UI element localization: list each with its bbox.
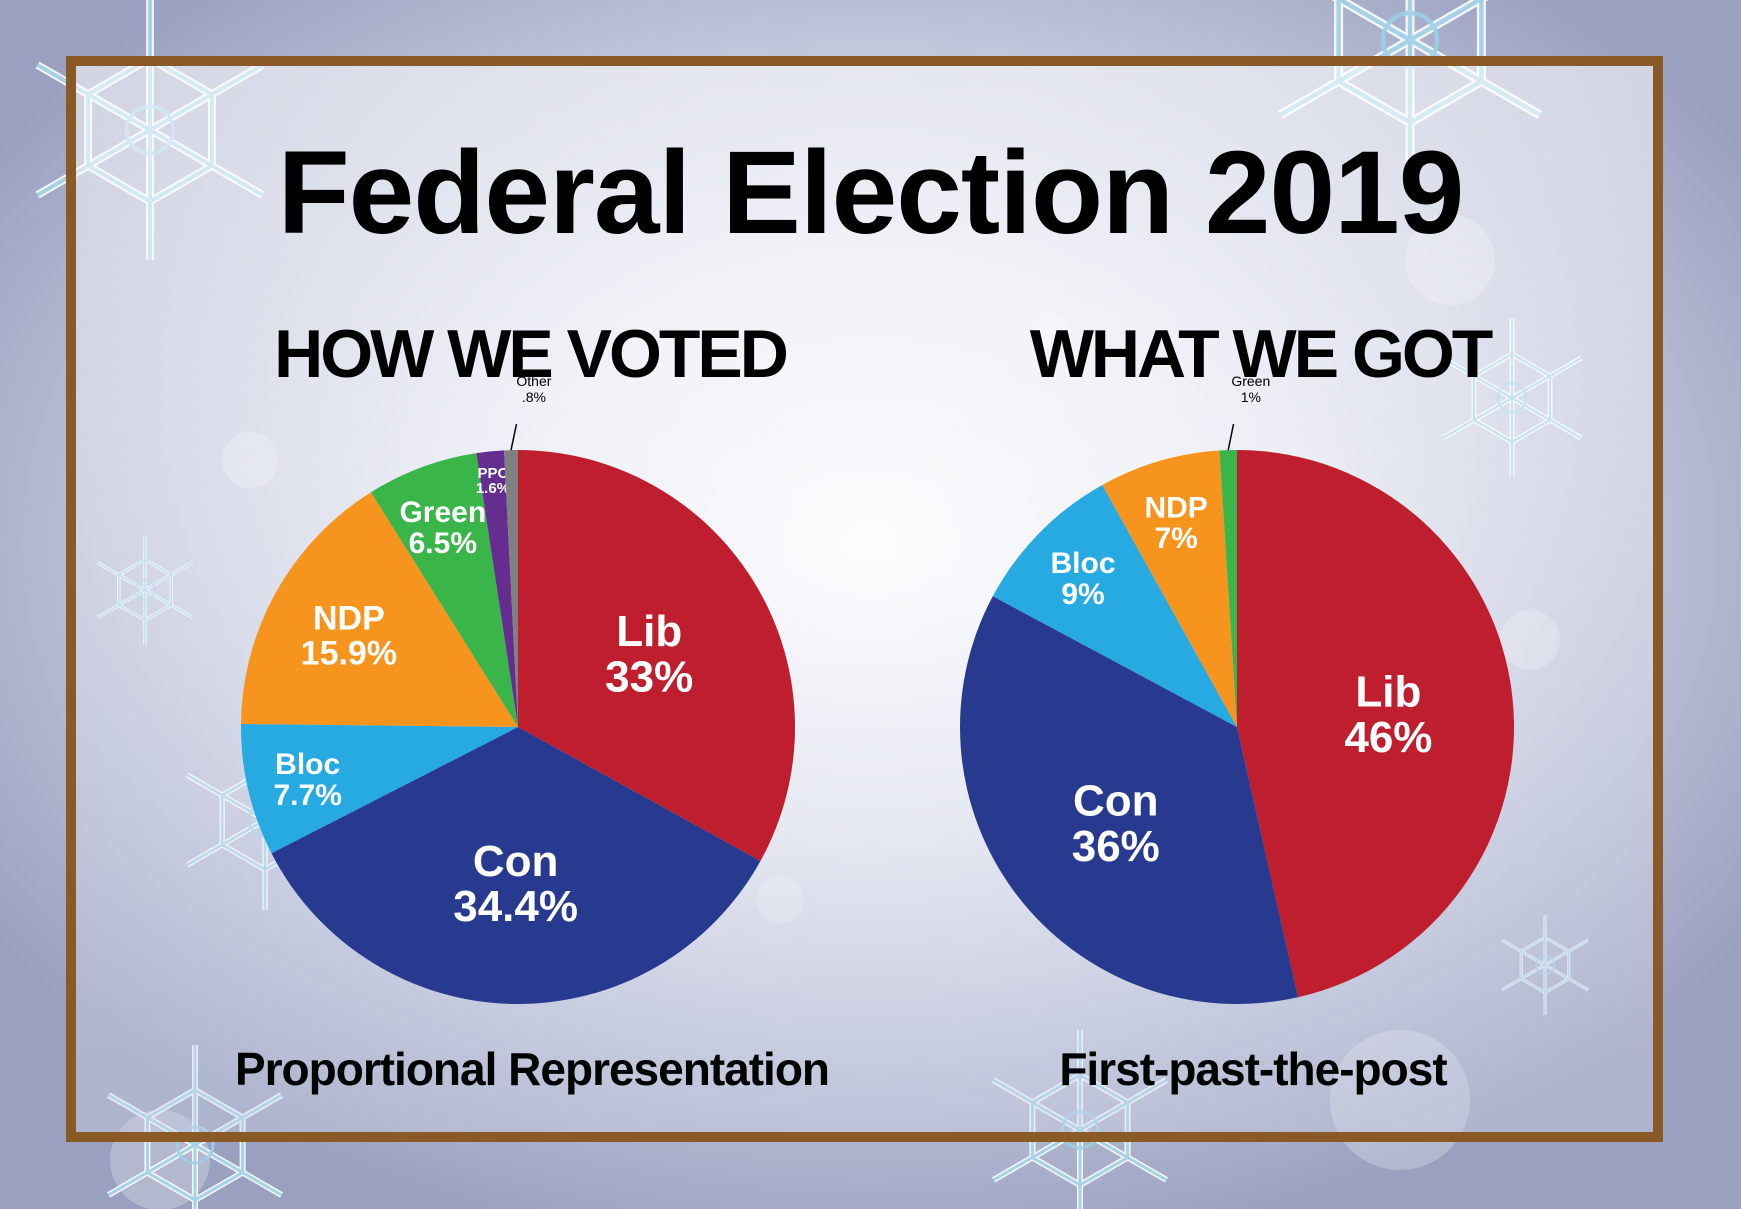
slice-name-label: Con (473, 837, 559, 886)
pie-slice-bloc (241, 723, 519, 854)
slice-value-label: 15.9% (301, 634, 397, 672)
slice-value-label: 7.7% (273, 779, 341, 812)
pie-slice-other (504, 450, 518, 727)
slice-value-label: .8% (522, 389, 546, 405)
leader-line (510, 423, 518, 451)
leader-line (1227, 424, 1235, 451)
slice-value-label: 7% (1154, 522, 1197, 555)
slice-value-label: 33% (605, 652, 693, 701)
slice-value-label: 6.5% (409, 527, 477, 560)
slice-name-label: NDP (1144, 491, 1207, 524)
slice-name-label: Lib (1355, 668, 1421, 717)
pie-slice-con (960, 596, 1299, 1004)
slice-name-label: Con (1073, 777, 1159, 826)
slice-name-label: Bloc (1051, 547, 1116, 580)
right-chart-heading: WHAT WE GOT (1029, 316, 1494, 392)
pie-slice-con (271, 727, 761, 1004)
left-chart-caption: Proportional Representation (234, 1043, 830, 1095)
slice-name-label: Lib (616, 607, 682, 656)
pie-slice-lib (518, 450, 796, 861)
pie-slice-lib (1237, 450, 1514, 998)
pie-slice-green (370, 453, 518, 727)
pie-slice-ndp (241, 492, 518, 727)
slice-value-label: 36% (1072, 822, 1160, 871)
slice-value-label: 1% (1241, 389, 1261, 405)
slice-name-label: Green (399, 496, 486, 529)
left-chart-heading: HOW WE VOTED (274, 316, 789, 392)
slice-name-label: NDP (313, 599, 385, 637)
pie-slice-green (1219, 450, 1237, 727)
slice-value-label: 9% (1061, 578, 1104, 611)
slice-value-label: 46% (1344, 713, 1432, 762)
right-chart-caption: First-past-the-post (1059, 1043, 1447, 1095)
slice-value-label: 34.4% (453, 882, 578, 931)
slice-name-label: Bloc (275, 748, 340, 781)
pie-slice-ndp (1102, 450, 1237, 727)
pie-slice-bloc (992, 484, 1237, 727)
slice-name-label: Other (516, 373, 551, 389)
slice-name-label: PPC (478, 465, 509, 482)
slice-name-label: Green (1231, 373, 1270, 389)
page-title: Federal Election 2019 (277, 127, 1465, 259)
slice-value-label: 1.6% (476, 480, 510, 497)
pie-slice-ppc (476, 450, 518, 727)
